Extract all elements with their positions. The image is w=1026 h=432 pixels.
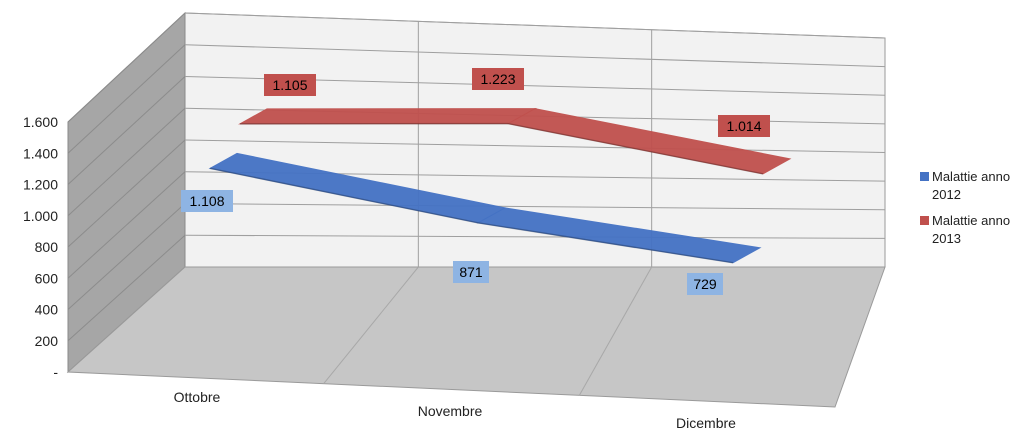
- series-ribbon-segment: [506, 108, 792, 175]
- y-tick-label: 1.200: [23, 177, 58, 193]
- gridline-side: [67, 12, 186, 123]
- data-label: 1.108: [189, 193, 224, 209]
- gridline-side: [67, 171, 186, 279]
- gridline-back: [184, 234, 886, 239]
- data-label: 1.014: [726, 118, 761, 134]
- y-tick-label: 1.400: [23, 145, 58, 161]
- gridline-side: [67, 44, 186, 154]
- legend-swatch-2012: [920, 172, 929, 181]
- x-category-label: Ottobre: [174, 389, 221, 405]
- gridline-side: [67, 203, 186, 310]
- chart-floor: [66, 266, 886, 408]
- legend-label-2012: Malattie anno 2012: [932, 169, 1011, 202]
- legend-item-2012[interactable]: Malattie anno 2012: [920, 168, 1026, 204]
- gridline-side: [67, 139, 186, 248]
- y-tick-label: -: [53, 364, 58, 380]
- gridline-back: [184, 203, 886, 211]
- gridline-back: [184, 139, 886, 153]
- data-label-box: [453, 261, 489, 283]
- gridline-floor: [578, 266, 653, 396]
- series-line: [239, 122, 764, 175]
- gridline-back: [184, 44, 886, 68]
- chart-legend: Malattie anno 2012 Malattie anno 2013: [920, 168, 1026, 256]
- data-label-box: [264, 74, 316, 96]
- data-label-box: [687, 273, 723, 295]
- gridline-side: [67, 107, 186, 217]
- data-label-box: [472, 68, 524, 90]
- gridline-back: [184, 12, 886, 39]
- gridline-side: [67, 234, 186, 342]
- legend-swatch-2013: [920, 216, 929, 225]
- y-tick-label: 1.000: [23, 208, 58, 224]
- y-tick-label: 600: [35, 270, 59, 286]
- data-label-box: [181, 190, 233, 212]
- data-label-box: [718, 115, 770, 137]
- y-tick-label: 200: [35, 333, 59, 349]
- series-ribbon-segment: [238, 108, 537, 125]
- series-line: [209, 167, 734, 264]
- data-label: 1.105: [272, 77, 307, 93]
- gridline-floor: [323, 266, 419, 384]
- y-tick-label: 400: [35, 302, 59, 318]
- y-tick-label: 1.600: [23, 114, 58, 130]
- x-category-label: Novembre: [418, 403, 483, 419]
- data-label: 729: [693, 276, 717, 292]
- legend-label-2013: Malattie anno 2013: [932, 213, 1011, 246]
- data-label: 1.223: [480, 71, 515, 87]
- y-tick-label: 800: [35, 239, 59, 255]
- series-ribbon-segment: [476, 207, 762, 264]
- x-category-label: Dicembre: [676, 415, 736, 431]
- gridline-side: [67, 76, 186, 185]
- data-label: 871: [459, 264, 483, 280]
- legend-item-2013[interactable]: Malattie anno 2013: [920, 212, 1026, 248]
